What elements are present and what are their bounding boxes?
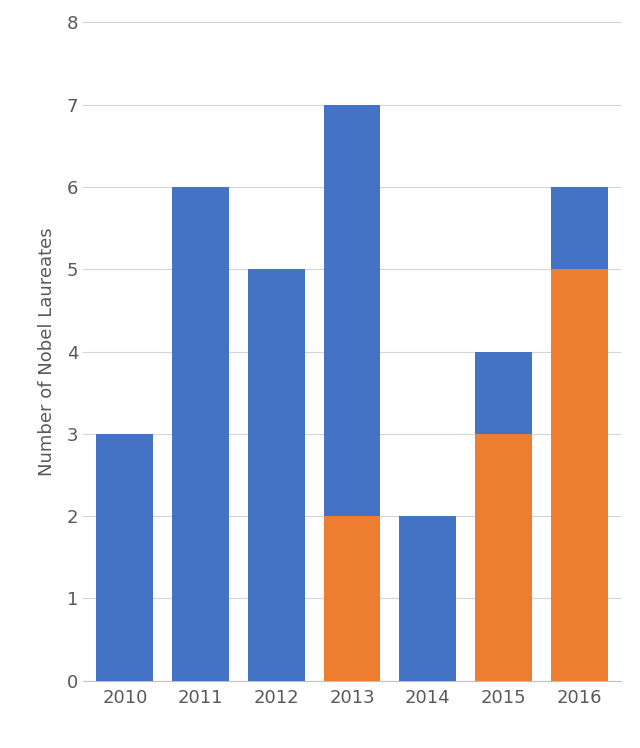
Bar [97, 434, 153, 681]
Bar [551, 187, 607, 269]
Y-axis label: Number of Nobel Laureates: Number of Nobel Laureates [38, 227, 56, 476]
Bar [324, 516, 380, 681]
Bar [172, 187, 229, 681]
Bar [551, 269, 607, 681]
Bar [399, 516, 456, 681]
Bar [475, 434, 532, 681]
Bar [248, 269, 305, 681]
Bar [324, 105, 380, 516]
Bar [475, 352, 532, 434]
